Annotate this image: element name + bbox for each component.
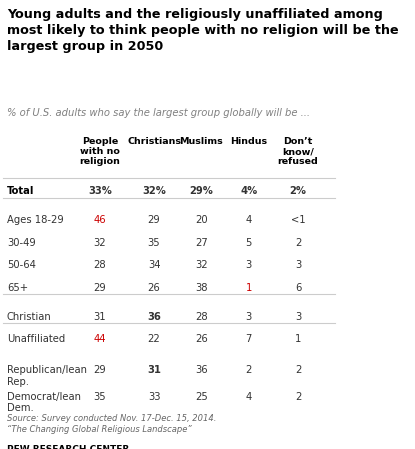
Text: Democrat/lean
Dem.: Democrat/lean Dem.: [7, 392, 81, 414]
Text: 3: 3: [246, 312, 252, 321]
Text: 32%: 32%: [142, 186, 166, 196]
Text: 1: 1: [295, 334, 301, 344]
Text: 7: 7: [246, 334, 252, 344]
Text: 46: 46: [93, 215, 106, 225]
Text: 29: 29: [93, 365, 106, 375]
Text: 38: 38: [195, 283, 208, 293]
Text: Source: Survey conducted Nov. 17-Dec. 15, 2014.
“The Changing Global Religious L: Source: Survey conducted Nov. 17-Dec. 15…: [7, 414, 216, 434]
Text: 2: 2: [246, 365, 252, 375]
Text: 36: 36: [147, 312, 161, 321]
Text: 29: 29: [148, 215, 161, 225]
Text: 65+: 65+: [7, 283, 28, 293]
Text: 27: 27: [195, 238, 208, 247]
Text: % of U.S. adults who say the largest group globally will be ...: % of U.S. adults who say the largest gro…: [7, 108, 310, 118]
Text: 44: 44: [94, 334, 106, 344]
Text: Muslims: Muslims: [180, 136, 223, 145]
Text: Unaffiliated: Unaffiliated: [7, 334, 65, 344]
Text: Hindus: Hindus: [230, 136, 267, 145]
Text: 29: 29: [93, 283, 106, 293]
Text: <1: <1: [290, 215, 305, 225]
Text: 3: 3: [246, 260, 252, 270]
Text: 2: 2: [295, 365, 301, 375]
Text: 2: 2: [295, 392, 301, 402]
Text: 33%: 33%: [88, 186, 112, 196]
Text: PEW RESEARCH CENTER: PEW RESEARCH CENTER: [7, 445, 129, 449]
Text: 4%: 4%: [240, 186, 257, 196]
Text: 2%: 2%: [289, 186, 306, 196]
Text: 31: 31: [93, 312, 106, 321]
Text: 4: 4: [246, 392, 252, 402]
Text: 3: 3: [295, 260, 301, 270]
Text: 3: 3: [295, 312, 301, 321]
Text: Total: Total: [7, 186, 34, 196]
Text: 26: 26: [195, 334, 208, 344]
Text: Christians: Christians: [127, 136, 181, 145]
Text: Ages 18-29: Ages 18-29: [7, 215, 63, 225]
Text: 29%: 29%: [190, 186, 213, 196]
Text: 25: 25: [195, 392, 208, 402]
Text: 4: 4: [246, 215, 252, 225]
Text: 32: 32: [195, 260, 208, 270]
Text: 28: 28: [93, 260, 106, 270]
Text: 50-64: 50-64: [7, 260, 36, 270]
Text: 34: 34: [148, 260, 160, 270]
Text: 26: 26: [148, 283, 161, 293]
Text: Young adults and the religiously unaffiliated among
most likely to think people : Young adults and the religiously unaffil…: [7, 8, 398, 53]
Text: 31: 31: [147, 365, 161, 375]
Text: 28: 28: [195, 312, 208, 321]
Text: 32: 32: [93, 238, 106, 247]
Text: 33: 33: [148, 392, 160, 402]
Text: Christian: Christian: [7, 312, 51, 321]
Text: 35: 35: [93, 392, 106, 402]
Text: 6: 6: [295, 283, 301, 293]
Text: Don’t
know/
refused: Don’t know/ refused: [278, 136, 318, 167]
Text: 5: 5: [246, 238, 252, 247]
Text: 2: 2: [295, 238, 301, 247]
Text: Republican/lean
Rep.: Republican/lean Rep.: [7, 365, 87, 387]
Text: People
with no
religion: People with no religion: [79, 136, 120, 167]
Text: 35: 35: [148, 238, 160, 247]
Text: 1: 1: [246, 283, 252, 293]
Text: 30-49: 30-49: [7, 238, 36, 247]
Text: 36: 36: [195, 365, 208, 375]
Text: 22: 22: [148, 334, 161, 344]
Text: 20: 20: [195, 215, 208, 225]
